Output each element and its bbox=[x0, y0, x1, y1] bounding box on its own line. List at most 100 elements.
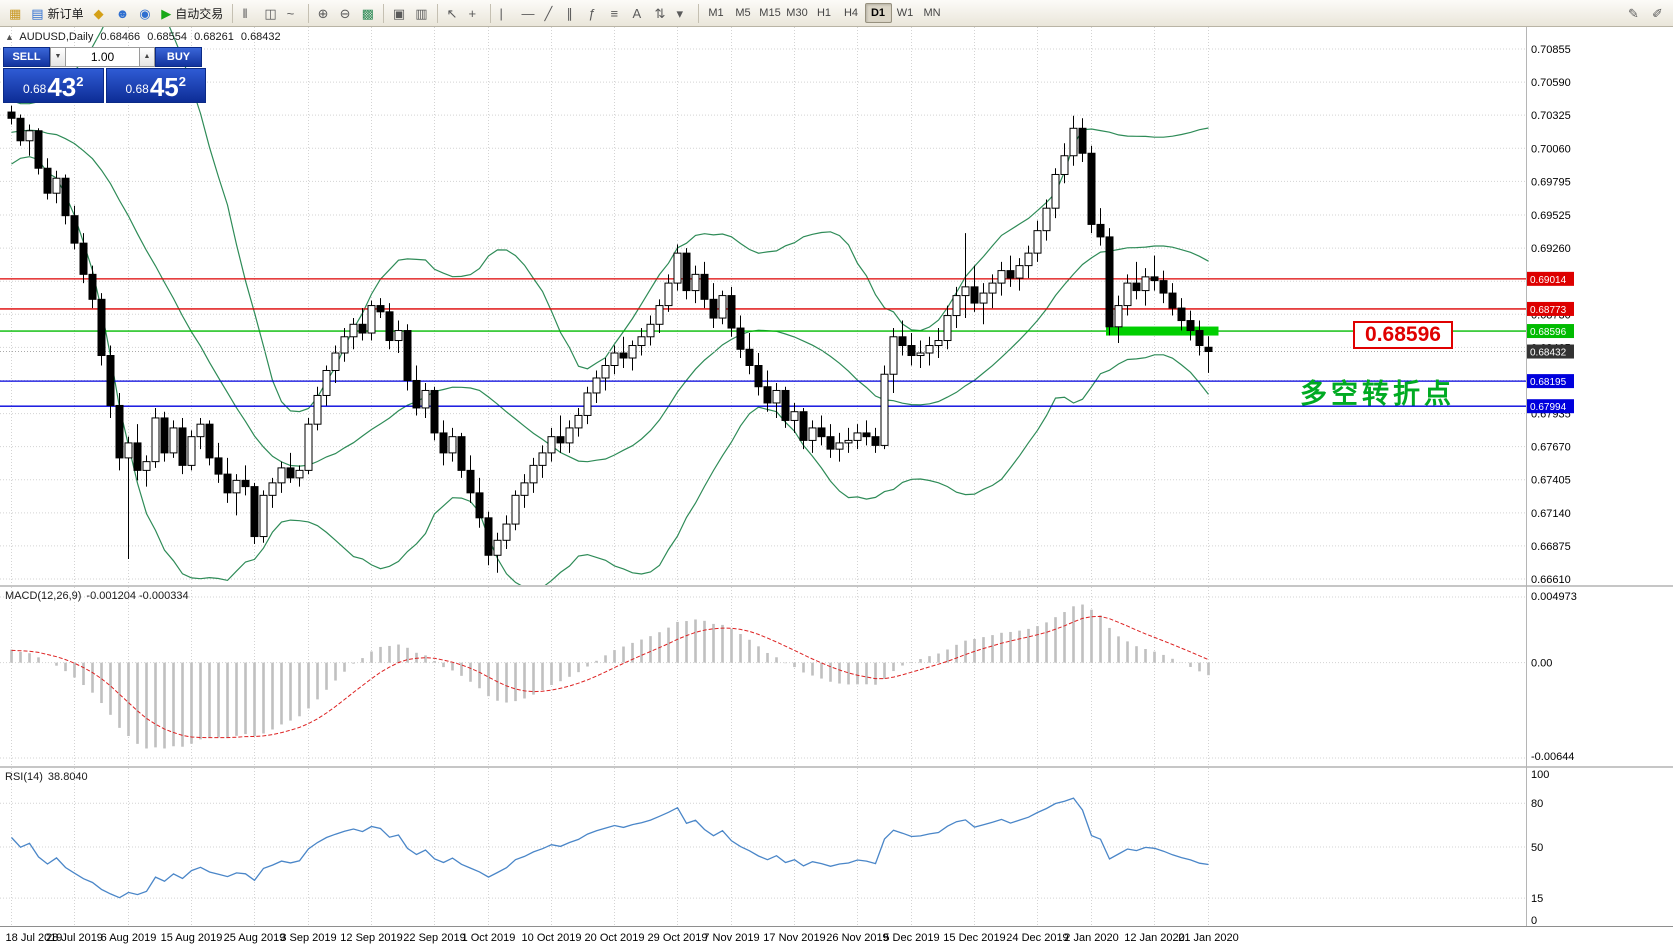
new-order-button[interactable]: ▤ 新订单 bbox=[26, 2, 88, 24]
macd-scale-label: -0.00644 bbox=[1531, 751, 1574, 763]
candle-body bbox=[1123, 282, 1132, 307]
price-tag: 0.69014 bbox=[1527, 271, 1574, 286]
zoom-in-icon[interactable]: ⊕ bbox=[313, 2, 335, 24]
channel-icon: ∥ bbox=[566, 5, 574, 21]
candle-body bbox=[1078, 127, 1087, 154]
buy-button[interactable]: BUY bbox=[155, 47, 202, 67]
timeframe-mn-button[interactable]: MN bbox=[923, 7, 941, 19]
rsi-scale-label: 50 bbox=[1531, 842, 1543, 854]
rsi-name: RSI(14) bbox=[5, 771, 43, 783]
buy-price-prefix: 0.68 bbox=[125, 82, 149, 96]
fibonacci-icon[interactable]: ƒ bbox=[584, 2, 606, 24]
candle-body bbox=[151, 417, 160, 463]
edit-objects-icon: ✐ bbox=[1652, 5, 1663, 21]
text-icon[interactable]: A bbox=[628, 2, 650, 24]
bar-chart-icon[interactable]: ‖ bbox=[237, 2, 259, 24]
trade-panel-toggle-icon[interactable]: ▲ bbox=[5, 32, 14, 42]
candle-body bbox=[331, 352, 340, 371]
annotation-text[interactable]: 多空转折点 bbox=[1300, 379, 1455, 409]
vertical-line-icon: | bbox=[499, 5, 503, 21]
date-label: 21 Jan 2020 bbox=[1178, 932, 1239, 944]
macd-histogram bbox=[10, 604, 1210, 749]
candle-body bbox=[97, 298, 106, 357]
new-chart-icon[interactable]: ▦ bbox=[4, 2, 26, 24]
rsi-scale-label: 0 bbox=[1531, 915, 1537, 927]
timeframe-m15-button[interactable]: M15 bbox=[759, 7, 781, 19]
arrows-icon[interactable]: ⇅ bbox=[650, 2, 672, 24]
volume-decrease-button[interactable]: ▼ bbox=[50, 47, 66, 67]
buy-price-button[interactable]: 0.68 45 2 bbox=[105, 68, 206, 103]
ohlc-high: 0.68554 bbox=[147, 31, 187, 43]
candle-body bbox=[448, 436, 457, 454]
zoom-out-icon[interactable]: ⊖ bbox=[335, 2, 357, 24]
navigator-icon[interactable]: ☻ bbox=[111, 2, 135, 24]
edit-chart-icon: ✎ bbox=[1628, 5, 1639, 21]
candle-body bbox=[250, 486, 259, 538]
volume-increase-button[interactable]: ▲ bbox=[139, 47, 155, 67]
line-chart-icon[interactable]: ~ bbox=[282, 2, 304, 24]
indicators-icon[interactable]: ▩ bbox=[357, 2, 379, 24]
autotrade-button-label: 自动交易 bbox=[175, 6, 224, 21]
candle-body bbox=[25, 130, 34, 142]
tile-windows-icon[interactable]: ▣ bbox=[388, 2, 410, 24]
candlestick-chart-icon: ◫ bbox=[264, 5, 277, 21]
timeframe-m1-button[interactable]: M1 bbox=[708, 7, 724, 19]
terminal-icon[interactable]: ◉ bbox=[134, 2, 156, 24]
cascade-windows-icon: ▥ bbox=[415, 5, 428, 21]
candle-body bbox=[268, 482, 277, 496]
cascade-windows-icon[interactable]: ▥ bbox=[410, 2, 432, 24]
timeframe-m30-button[interactable]: M30 bbox=[786, 7, 808, 19]
candle-body bbox=[304, 423, 313, 471]
date-label: 6 Aug 2019 bbox=[101, 932, 157, 944]
timeframe-h1-button[interactable]: H1 bbox=[816, 7, 832, 19]
more-tools-icon[interactable]: ▾ bbox=[672, 2, 694, 24]
sell-button[interactable]: SELL bbox=[3, 47, 50, 67]
rsi-scale-label: 100 bbox=[1531, 769, 1549, 781]
volume-input[interactable] bbox=[66, 47, 139, 67]
macd-name: MACD(12,26,9) bbox=[5, 590, 82, 602]
timeframe-d1-button[interactable]: D1 bbox=[864, 3, 892, 23]
edit-chart-icon[interactable]: ✎ bbox=[1623, 2, 1645, 24]
bollinger-bands bbox=[11, 27, 1209, 585]
candle-body bbox=[511, 494, 520, 525]
candle-body bbox=[862, 432, 871, 438]
support-highlight-bar[interactable] bbox=[1106, 326, 1219, 336]
candle-body bbox=[772, 389, 781, 404]
candle-body bbox=[34, 130, 43, 169]
candle-body bbox=[718, 295, 727, 319]
shapes-icon[interactable]: ≡ bbox=[606, 2, 628, 24]
price-callout-box[interactable]: 0.68596 bbox=[1353, 321, 1453, 349]
autotrade-button[interactable]: ▶ 自动交易 bbox=[156, 2, 228, 24]
trendline-icon[interactable]: ╱ bbox=[540, 2, 562, 24]
horizontal-line-icon[interactable]: — bbox=[517, 2, 540, 24]
cursor-icon[interactable]: ↖ bbox=[442, 2, 464, 24]
channel-icon[interactable]: ∥ bbox=[562, 2, 584, 24]
edit-objects-icon[interactable]: ✐ bbox=[1647, 2, 1669, 24]
candle-body bbox=[214, 457, 223, 475]
date-label: 28 Jul 2019 bbox=[46, 932, 103, 944]
new-order-button-label: 新订单 bbox=[47, 6, 84, 21]
sell-price-button[interactable]: 0.68 43 2 bbox=[3, 68, 104, 103]
candle-body bbox=[520, 482, 529, 496]
timeframe-w1-button[interactable]: W1 bbox=[896, 7, 914, 19]
pane-splitters[interactable] bbox=[0, 27, 1673, 927]
candle-body bbox=[934, 340, 943, 347]
candle-body bbox=[556, 436, 565, 444]
timeframe-m5-button[interactable]: M5 bbox=[735, 7, 751, 19]
timeframe-h4-button[interactable]: H4 bbox=[843, 7, 859, 19]
rsi-value: 38.8040 bbox=[47, 771, 88, 783]
toolbar-separator bbox=[307, 3, 309, 23]
candle-body bbox=[196, 423, 205, 438]
candlestick-chart-icon[interactable]: ◫ bbox=[259, 2, 281, 24]
favorites-icon[interactable]: ◆ bbox=[89, 2, 111, 24]
price-scale-label: 0.67140 bbox=[1531, 508, 1571, 520]
toolbar-right-icons: ✎ ✐ bbox=[1623, 2, 1669, 24]
svg-text:0.68596: 0.68596 bbox=[1530, 327, 1567, 338]
candle-body bbox=[637, 336, 646, 347]
sell-price-main: 43 bbox=[47, 72, 77, 102]
crosshair-icon[interactable]: + bbox=[464, 2, 486, 24]
vertical-line-icon[interactable]: | bbox=[495, 2, 517, 24]
